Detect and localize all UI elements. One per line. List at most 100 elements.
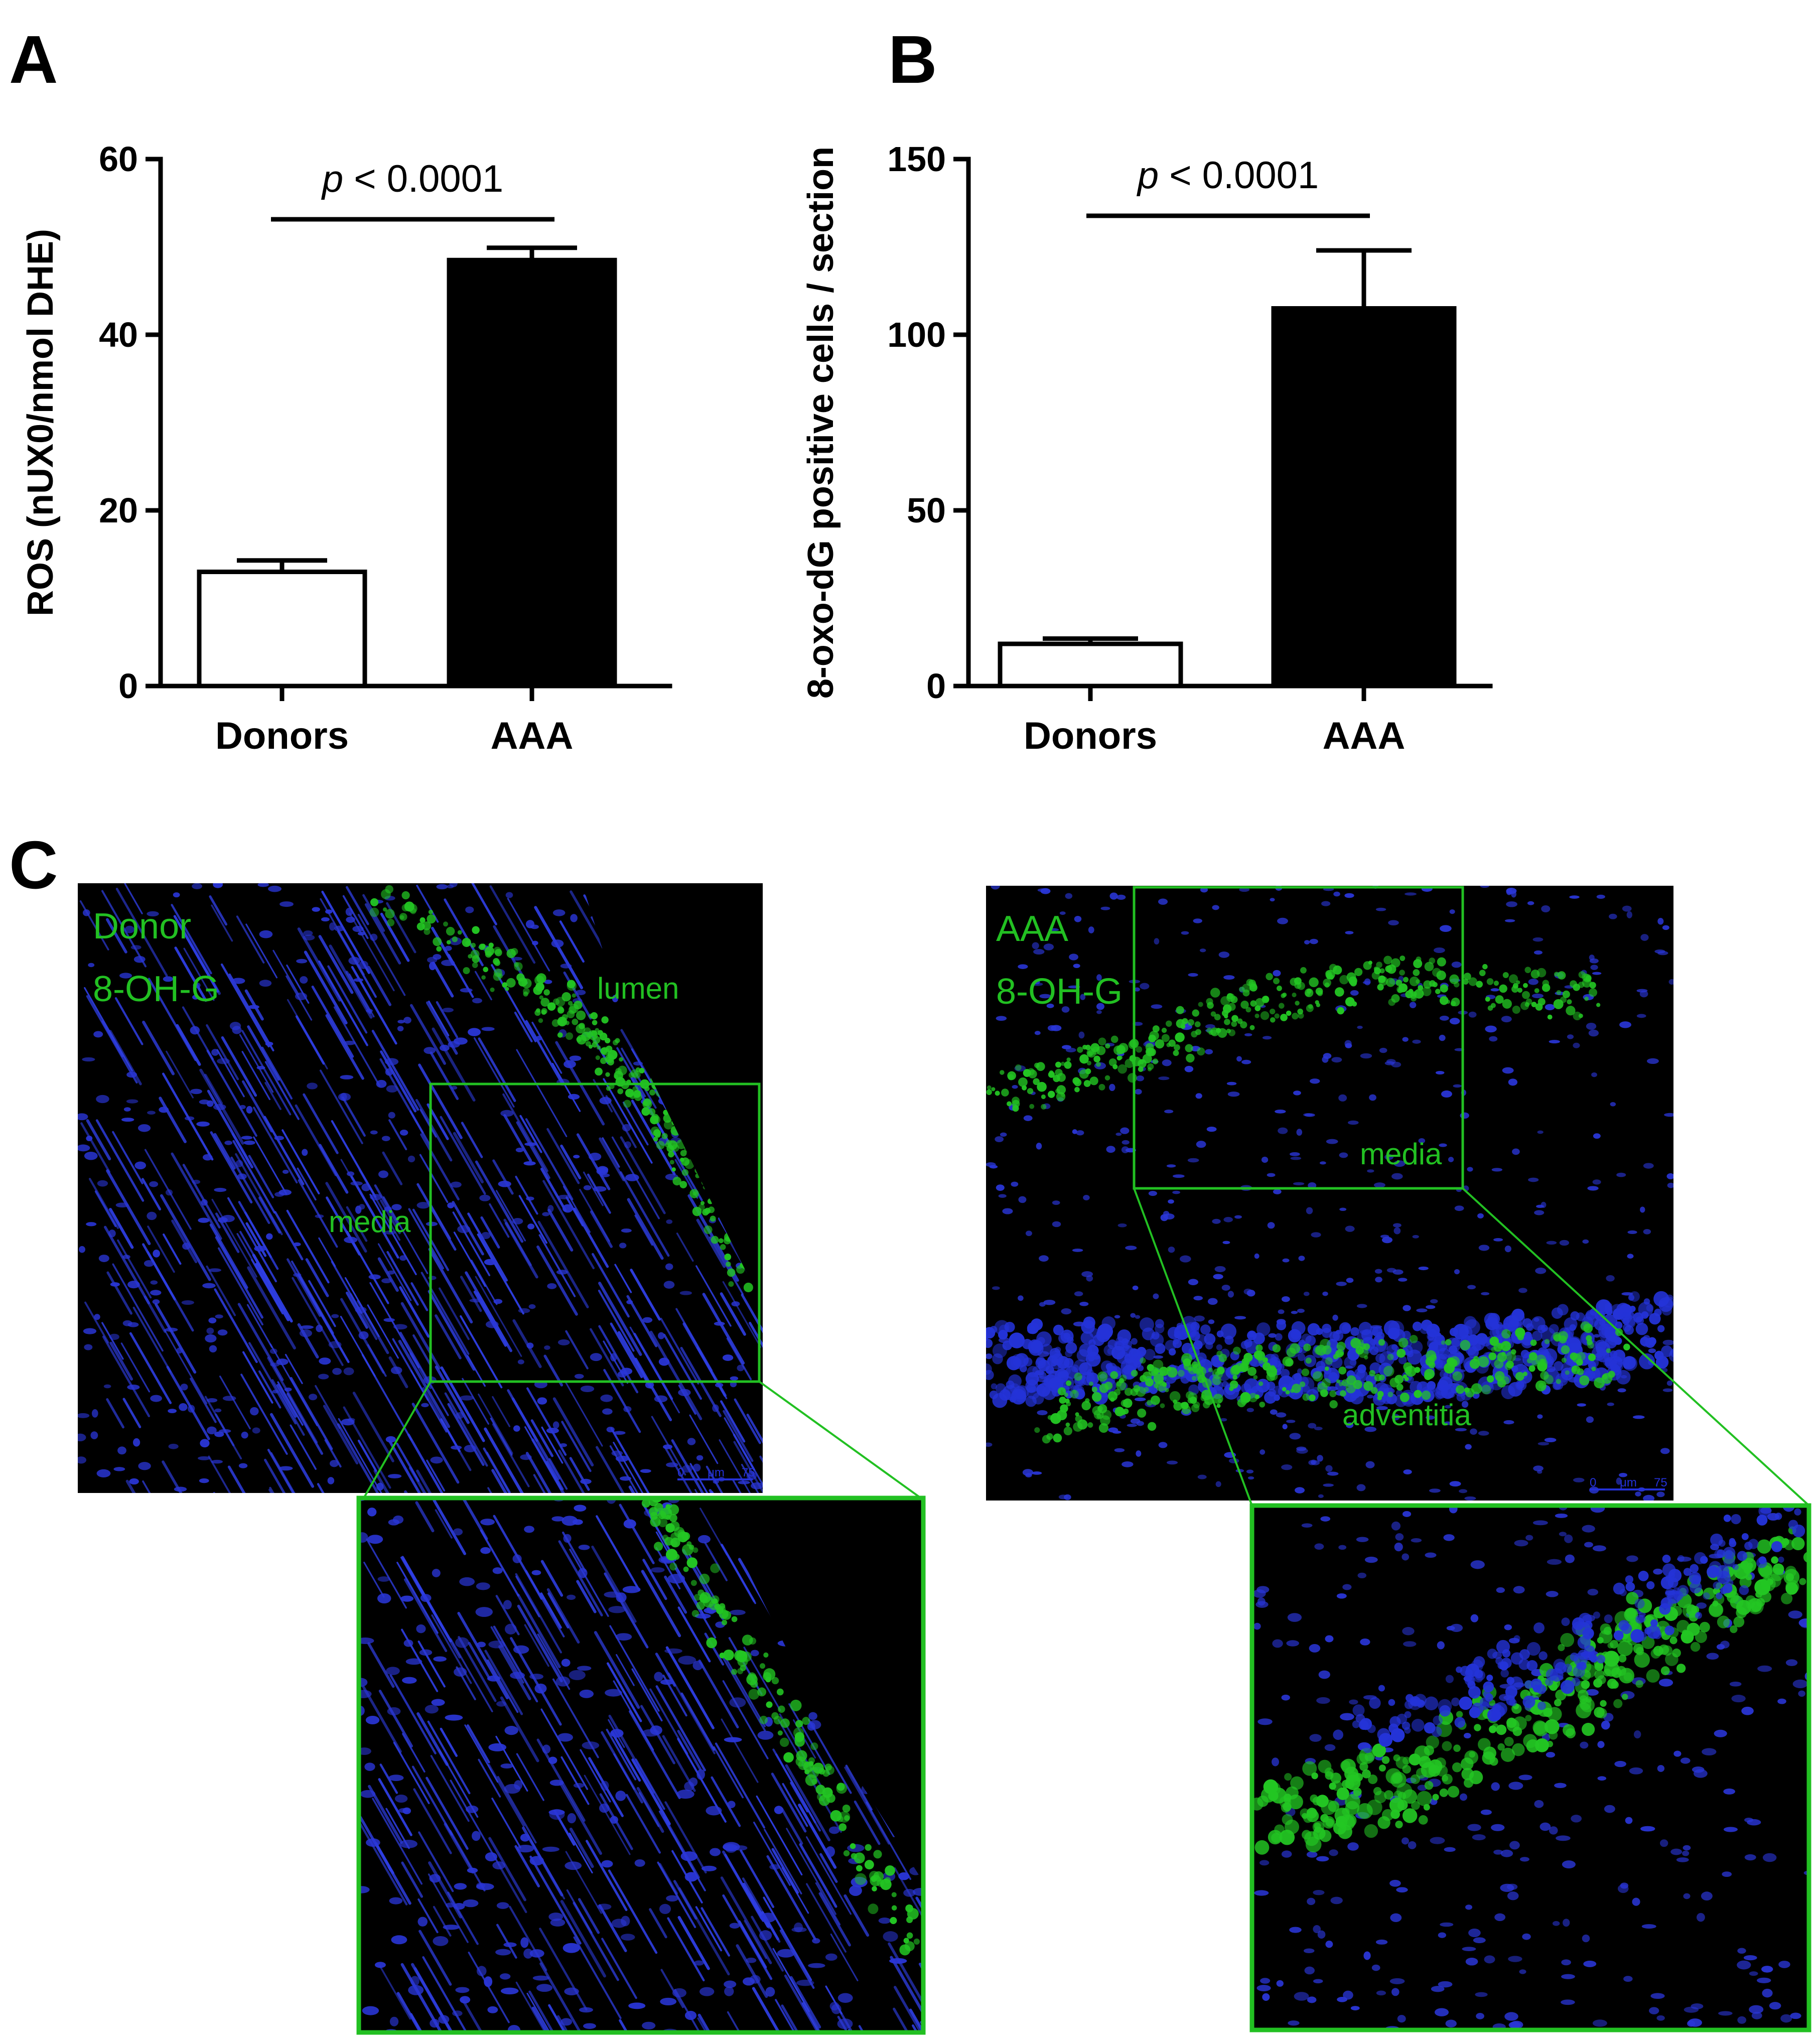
nucleus <box>132 1438 141 1447</box>
nucleus <box>192 1179 201 1184</box>
nucleus <box>1349 1699 1358 1705</box>
nucleus <box>355 1306 367 1313</box>
fiber <box>539 1962 582 2032</box>
fiber <box>112 1131 144 1184</box>
nucleus <box>750 1650 759 1657</box>
fiber <box>573 1936 622 2019</box>
fiber <box>410 1370 447 1433</box>
nucleus <box>549 1809 565 1820</box>
stain-spot <box>1602 1374 1608 1380</box>
nucleus <box>1327 1471 1339 1476</box>
nucleus <box>381 1136 390 1141</box>
nucleus <box>666 1462 678 1467</box>
nucleus <box>455 1987 470 1993</box>
nucleus <box>1262 1036 1272 1040</box>
nucleus <box>1657 918 1664 925</box>
stain-spot <box>1320 1338 1331 1350</box>
nucleus <box>529 1856 544 1866</box>
stain-spot <box>1358 1321 1372 1335</box>
nucleus <box>1533 950 1543 955</box>
nucleus <box>1273 970 1281 977</box>
fiber <box>560 1899 606 1978</box>
fiber <box>367 1642 395 1688</box>
stain-spot <box>1414 989 1424 999</box>
stain-spot <box>1726 1579 1734 1587</box>
nucleus <box>1586 1416 1594 1423</box>
stain-spot <box>757 1687 767 1697</box>
stain-spot <box>1330 1356 1343 1369</box>
stain-spot <box>1377 1728 1390 1741</box>
nucleus <box>546 1427 559 1434</box>
stain-spot <box>1687 1332 1701 1346</box>
fiber <box>664 1801 707 1874</box>
fiber <box>615 1654 635 1686</box>
nucleus <box>357 931 365 936</box>
stain-spot <box>1116 1055 1122 1061</box>
fiber <box>163 1233 182 1265</box>
nucleus <box>459 1577 475 1586</box>
nucleus <box>246 1106 253 1114</box>
donor-scale-start: 0 <box>677 1466 684 1479</box>
stain-spot <box>1363 1381 1373 1391</box>
nucleus <box>808 1963 825 1968</box>
nucleus <box>397 1020 405 1024</box>
fiber <box>190 1378 217 1423</box>
lumen-area <box>713 1498 923 1882</box>
stain-spot <box>1338 1367 1347 1375</box>
fiber <box>94 1190 117 1228</box>
panel-label-c: C <box>9 827 58 903</box>
nucleus <box>1290 1156 1302 1160</box>
stain-spot <box>1155 1319 1164 1328</box>
nucleus <box>443 1925 460 1930</box>
fiber <box>530 1419 554 1457</box>
stain-spot <box>691 1610 699 1617</box>
stain-spot <box>1506 1719 1519 1732</box>
stain-spot <box>490 987 495 992</box>
nucleus <box>1061 1006 1070 1013</box>
nucleus <box>1267 1222 1275 1229</box>
nucleus <box>1132 1285 1139 1290</box>
nucleus <box>1246 1469 1254 1474</box>
fiber <box>171 1152 222 1240</box>
nucleus <box>1411 1538 1422 1543</box>
stain-spot <box>1406 1694 1414 1702</box>
stain-spot <box>1487 1649 1497 1659</box>
stain-spot <box>1442 1774 1453 1785</box>
chart-a-bar-aaa <box>447 257 617 689</box>
stain-spot <box>1681 1356 1693 1369</box>
stain-spot <box>850 1843 856 1849</box>
stain-spot <box>1404 1711 1412 1718</box>
stain-spot <box>1441 1340 1446 1345</box>
nucleus <box>1650 1993 1665 1999</box>
stain-spot <box>1403 1789 1418 1804</box>
fiber <box>516 1753 544 1801</box>
nucleus <box>608 1606 626 1613</box>
nucleus <box>1136 1450 1142 1457</box>
nucleus <box>300 976 308 984</box>
stain-spot <box>1173 1402 1183 1411</box>
nucleus <box>147 911 159 917</box>
fiber <box>272 949 300 995</box>
fiber <box>305 1258 329 1297</box>
nucleus <box>565 1861 582 1870</box>
nucleus <box>472 1831 481 1841</box>
fiber <box>326 1196 361 1256</box>
nucleus <box>196 1121 210 1127</box>
stain-spot <box>1402 1764 1411 1774</box>
nucleus <box>150 1280 158 1285</box>
stain-spot <box>1418 1815 1428 1825</box>
nucleus <box>1514 1540 1528 1547</box>
nucleus <box>1723 1827 1738 1832</box>
stain-spot <box>1297 1353 1306 1361</box>
nucleus <box>403 1640 413 1647</box>
stain-spot <box>1145 1378 1154 1387</box>
fiber <box>507 897 550 972</box>
nucleus <box>94 1314 100 1320</box>
nucleus <box>484 1976 493 1987</box>
stain-spot <box>1260 1011 1270 1020</box>
fiber <box>461 1122 483 1158</box>
nucleus <box>293 1273 302 1277</box>
nucleus <box>359 1532 368 1543</box>
